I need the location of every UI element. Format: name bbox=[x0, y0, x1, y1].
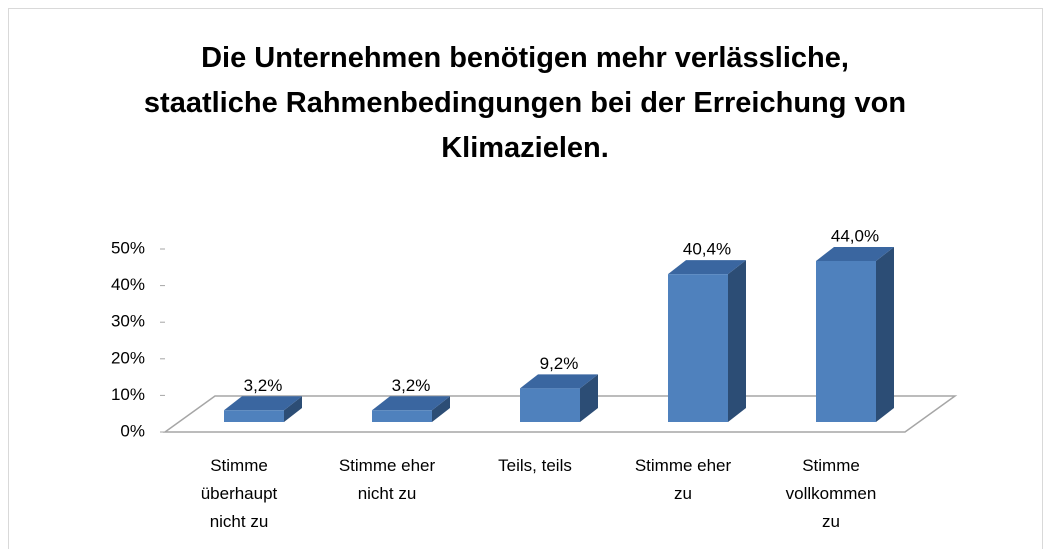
y-tick-label: 0% bbox=[120, 421, 145, 440]
data-label: 40,4% bbox=[683, 240, 731, 259]
bar-front bbox=[224, 410, 284, 422]
x-tick-label: Stimme überhaupt nicht zu bbox=[200, 456, 278, 531]
y-tick-label: 40% bbox=[111, 275, 145, 294]
bar-side bbox=[728, 260, 746, 422]
x-tick-label: Stimme eher zu bbox=[634, 456, 732, 503]
data-label: 3,2% bbox=[244, 376, 283, 395]
bar-front bbox=[520, 388, 580, 422]
y-tick-label: 50% bbox=[111, 238, 145, 257]
bar-top bbox=[372, 396, 450, 411]
bar-front bbox=[668, 274, 728, 422]
bar-side bbox=[432, 396, 450, 422]
bar-side bbox=[284, 396, 302, 422]
bar bbox=[224, 396, 302, 422]
bar bbox=[520, 374, 598, 422]
x-tick-label: Teils, teils bbox=[498, 456, 572, 475]
y-tick-label: 30% bbox=[111, 312, 145, 331]
x-tick-label: Stimme vollkommen zu bbox=[785, 456, 877, 531]
bar bbox=[372, 396, 450, 422]
bar-top bbox=[668, 260, 746, 275]
bar-front bbox=[816, 260, 876, 422]
bar-side bbox=[876, 246, 894, 422]
data-label: 3,2% bbox=[392, 376, 431, 395]
chart-title: Die Unternehmen benötigen mehr verlässli… bbox=[143, 42, 907, 164]
y-tick-label: 10% bbox=[111, 385, 145, 404]
y-tick-label: 20% bbox=[111, 348, 145, 367]
x-tick-label: Stimme eher nicht zu bbox=[338, 456, 436, 503]
bar-front bbox=[372, 410, 432, 422]
bar-top bbox=[520, 374, 598, 389]
bar bbox=[816, 246, 894, 422]
data-label: 44,0% bbox=[831, 226, 879, 245]
bar-top bbox=[816, 246, 894, 261]
bar-top bbox=[224, 396, 302, 411]
bar-side bbox=[580, 374, 598, 422]
data-label: 9,2% bbox=[540, 354, 579, 373]
bar bbox=[668, 260, 746, 422]
